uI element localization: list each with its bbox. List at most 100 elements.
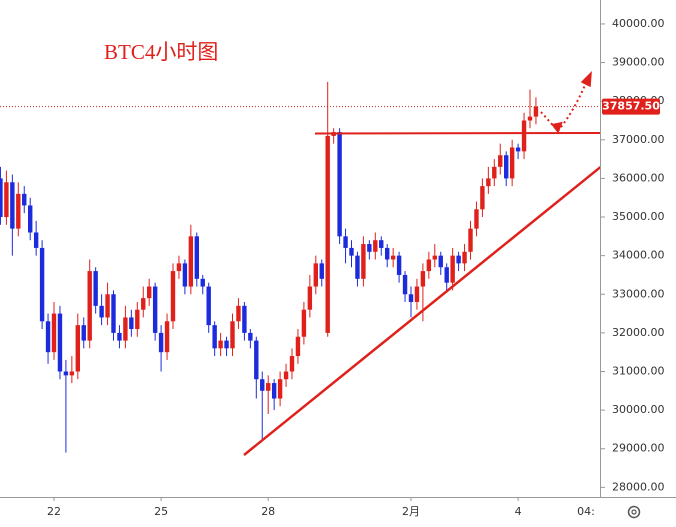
annotations bbox=[243, 71, 600, 456]
candle-body bbox=[337, 132, 342, 237]
candle-body bbox=[33, 232, 39, 248]
candle-body bbox=[194, 236, 199, 279]
x-tick-label: 25 bbox=[154, 505, 168, 518]
candle-body bbox=[224, 340, 229, 349]
candle-body bbox=[271, 383, 277, 399]
time-label-bg bbox=[572, 503, 600, 521]
time-label: 04: bbox=[577, 505, 595, 518]
plot-area bbox=[0, 81, 600, 453]
candle-body bbox=[295, 336, 301, 357]
candle-body bbox=[349, 247, 354, 256]
candle-body bbox=[450, 255, 455, 283]
candle-body bbox=[468, 228, 473, 252]
candle-body bbox=[408, 294, 414, 302]
candle-body bbox=[212, 325, 217, 349]
forecast-arrow bbox=[540, 77, 589, 132]
candle-body bbox=[206, 286, 211, 326]
candle-body bbox=[182, 263, 188, 287]
candle-body bbox=[438, 255, 443, 268]
candle-body bbox=[307, 286, 313, 310]
candle-body bbox=[0, 178, 3, 218]
candle-body bbox=[396, 255, 402, 275]
candle-body bbox=[93, 271, 98, 306]
resistance-line bbox=[314, 132, 600, 135]
candle-body bbox=[236, 305, 241, 322]
gear[interactable] bbox=[627, 505, 641, 519]
candle-body bbox=[414, 286, 420, 302]
candle-body bbox=[141, 298, 146, 310]
candle-body bbox=[123, 317, 128, 341]
chart-title: BTC4小时图 bbox=[104, 40, 218, 64]
candle-body bbox=[486, 178, 491, 187]
candle-body bbox=[289, 356, 295, 372]
candle-body bbox=[492, 166, 497, 179]
candle-body bbox=[176, 263, 182, 272]
candle-body bbox=[462, 251, 467, 264]
candle-body bbox=[69, 371, 75, 376]
y-tick-label: 30000.00 bbox=[612, 403, 665, 416]
candle-body bbox=[158, 332, 164, 353]
gear-hub[interactable] bbox=[631, 509, 637, 515]
candle-body bbox=[385, 247, 390, 260]
candle-body bbox=[248, 332, 253, 341]
y-tick-label: 33000.00 bbox=[612, 287, 665, 300]
candle-body bbox=[87, 271, 92, 341]
trend-line bbox=[243, 165, 600, 456]
candle-body bbox=[147, 286, 152, 299]
arrow-head bbox=[551, 71, 592, 134]
candle-body bbox=[367, 244, 372, 252]
settings-icon[interactable] bbox=[627, 505, 641, 519]
candle-body bbox=[129, 317, 134, 330]
candle-body bbox=[373, 240, 378, 252]
candle-body bbox=[10, 182, 15, 229]
candle-body bbox=[325, 135, 330, 333]
candle-body bbox=[515, 147, 521, 152]
candle-body bbox=[63, 371, 69, 376]
candle-body bbox=[361, 244, 366, 279]
candle-body bbox=[164, 321, 170, 353]
y-tick-label: 35000.00 bbox=[612, 210, 665, 223]
candle-body bbox=[456, 255, 461, 264]
candle-body bbox=[117, 332, 122, 341]
candle-body bbox=[319, 263, 324, 279]
candle-body bbox=[260, 379, 265, 391]
candle-body bbox=[105, 294, 110, 318]
candle-body bbox=[444, 267, 449, 283]
y-tick-label: 34000.00 bbox=[612, 249, 665, 262]
candle-body bbox=[188, 236, 194, 287]
candle-body bbox=[266, 383, 271, 391]
candle-body bbox=[170, 271, 176, 322]
candle-body bbox=[230, 321, 235, 349]
candle-body bbox=[355, 255, 360, 279]
candle-body bbox=[533, 106, 539, 117]
y-tick-label: 28000.00 bbox=[612, 480, 665, 493]
y-tick-label: 36000.00 bbox=[612, 171, 665, 184]
y-tick-label: 40000.00 bbox=[612, 17, 665, 30]
candle-body bbox=[420, 271, 426, 287]
y-tick-label: 37000.00 bbox=[612, 133, 665, 146]
candle-body bbox=[4, 182, 9, 218]
candle-body bbox=[390, 255, 396, 260]
candle-body bbox=[504, 155, 509, 179]
y-tick-label: 32000.00 bbox=[612, 326, 665, 339]
candle-body bbox=[28, 205, 33, 233]
x-tick-label: 2月 bbox=[402, 505, 420, 518]
x-tick-label: 4 bbox=[515, 505, 522, 518]
candle-body bbox=[200, 278, 205, 287]
y-tick-label: 31000.00 bbox=[612, 364, 665, 377]
candle-body bbox=[75, 325, 80, 372]
candle-body bbox=[432, 255, 437, 260]
candle-body bbox=[254, 340, 259, 380]
candle-body bbox=[242, 305, 247, 333]
candle-body bbox=[527, 116, 533, 121]
candle-body bbox=[111, 294, 116, 333]
candle-body bbox=[16, 193, 21, 229]
candle-body bbox=[81, 325, 86, 341]
candle-body bbox=[343, 236, 348, 248]
candle-body bbox=[509, 147, 515, 179]
y-tick-label: 29000.00 bbox=[612, 442, 665, 455]
candle-body bbox=[22, 193, 27, 206]
candle-body bbox=[283, 371, 289, 380]
candle-body bbox=[379, 240, 384, 248]
